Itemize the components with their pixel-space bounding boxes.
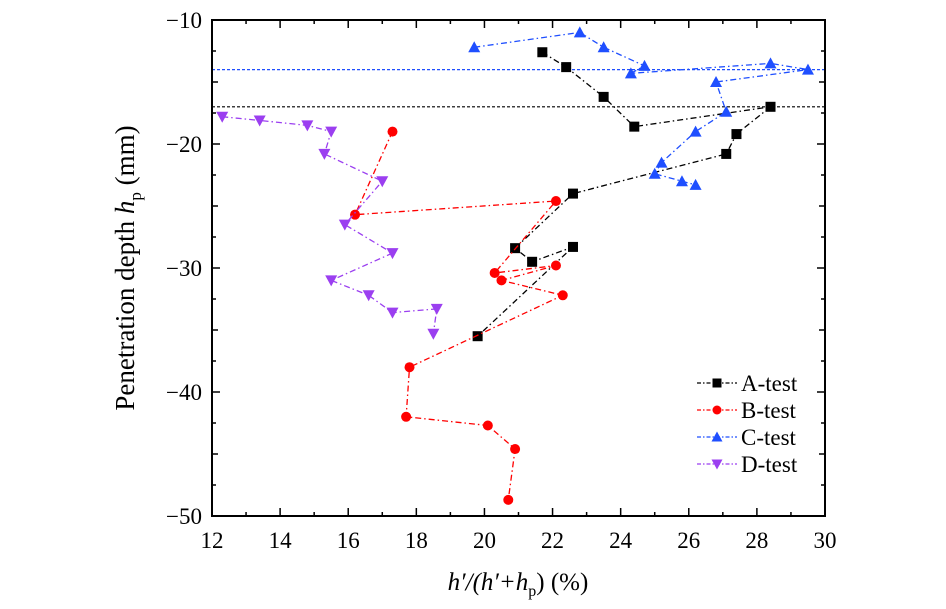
marker-triangle-down [711,459,723,470]
x-tick-label: 26 [677,528,700,553]
marker-circle [712,405,722,415]
y-label-main: Penetration depth [110,214,140,410]
marker-triangle-down [216,111,229,123]
marker-triangle-down [386,248,399,260]
marker-triangle-down [318,148,331,160]
marker-triangle-up [597,41,610,53]
marker-square [598,91,609,102]
marker-circle [404,362,415,373]
marker-square [731,129,742,140]
y-tick-label: −20 [166,132,202,157]
series-a-test [472,47,776,342]
marker-triangle-up [710,76,723,87]
x-tick-label: 28 [745,528,768,553]
marker-triangle-up [764,57,777,69]
marker-square [629,121,640,132]
y-tick-label: −50 [166,504,202,529]
series-d-test [216,111,443,340]
series-layer [216,26,814,505]
legend-label: D-test [741,452,798,477]
y-label-sub: p [126,192,145,201]
y-tick-label: −30 [166,256,202,281]
marker-triangle-down [427,328,440,340]
marker-circle [510,444,521,455]
x-axis-label: h′/(h′+hp) (%) [448,569,589,600]
marker-square [561,62,572,73]
marker-circle [482,420,493,431]
legend-label: C-test [741,425,797,450]
marker-triangle-up [689,178,702,190]
legend-item: B-test [697,398,797,423]
marker-triangle-down [430,303,443,315]
legend-item: D-test [697,452,798,477]
x-label-sub: p [528,583,536,600]
marker-triangle-up [624,67,637,79]
marker-triangle-up [801,63,814,75]
marker-triangle-up [689,125,702,137]
y-label-post: (mm) [110,125,140,192]
marker-triangle-down [301,120,314,132]
x-tick-label: 12 [201,528,224,553]
marker-triangle-down [253,115,266,127]
y-label-italic: h [110,201,140,215]
marker-circle [496,275,507,286]
marker-square [472,331,483,342]
marker-triangle-up [675,175,688,187]
x-label-main: h′/(h′+h [448,569,529,596]
marker-square [721,148,732,159]
x-tick-label: 18 [405,528,428,553]
marker-circle [550,260,561,271]
marker-circle [350,209,361,220]
marker-square [567,241,578,252]
marker-triangle-up [711,431,723,442]
marker-triangle-down [376,176,389,188]
marker-circle [401,411,412,422]
x-tick-label: 24 [609,528,633,553]
marker-triangle-up [638,59,651,71]
marker-triangle-up [648,167,661,179]
marker-circle [557,290,568,301]
marker-circle [503,494,514,505]
marker-triangle-down [325,275,338,287]
y-tick-label: −40 [166,380,202,405]
x-tick-label: 22 [541,528,564,553]
y-axis-label: Penetration depth hp (mm) [110,125,145,410]
marker-square [537,47,548,58]
x-label-post: ) (%) [536,569,588,596]
marker-square [765,101,776,112]
legend-label: A-test [741,371,798,396]
marker-square [712,378,722,388]
marker-triangle-down [362,290,375,302]
marker-circle [550,196,561,207]
x-tick-label: 16 [337,528,360,553]
x-tick-label: 30 [814,528,837,553]
reference-lines [212,68,825,108]
marker-triangle-down [325,126,338,138]
marker-triangle-up [468,41,481,53]
legend-label: B-test [741,398,797,423]
marker-triangle-up [720,105,733,117]
series-line [477,51,773,337]
axis-ticks: 12 14 16 18 20 22 24 26 28 30 −10 −20 −30 −40 −50 [166,8,836,553]
x-tick-label: 14 [269,528,293,553]
marker-triangle-up [655,156,668,168]
marker-triangle-down [338,219,351,231]
marker-triangle-down [386,307,399,319]
marker-circle [489,267,500,278]
series-line [353,131,565,500]
x-tick-label: 20 [473,528,496,553]
series-b-test [350,126,568,505]
marker-square [567,188,578,199]
y-tick-label: −10 [166,8,202,33]
plot-frame [211,19,826,517]
marker-triangle-up [573,26,586,38]
marker-circle [387,126,398,137]
marker-square [527,256,538,267]
legend-item: A-test [697,371,798,396]
series-c-test [468,26,814,190]
legend-item: C-test [697,425,797,450]
